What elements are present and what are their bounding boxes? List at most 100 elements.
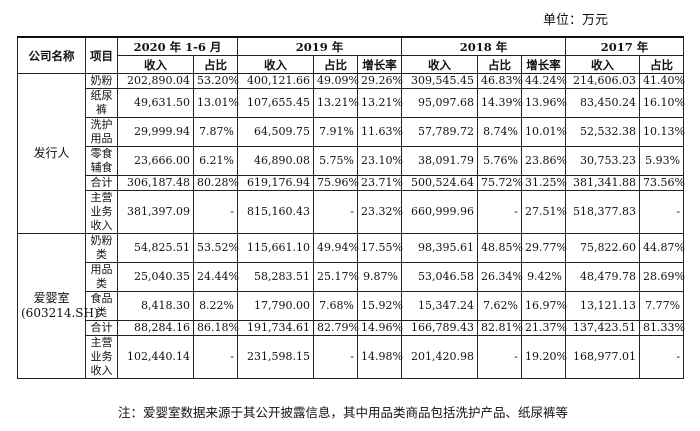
value-cell: 191,734.61 <box>237 320 315 336</box>
value-cell: 9.87% <box>357 262 403 292</box>
table-row: 主营 业务 收入 102,440.14-231,598.15-14.98% 201,42… <box>18 335 685 379</box>
value-cell: 24.44% <box>192 262 239 292</box>
value-cell: 231,598.15 <box>237 335 315 379</box>
income-header: 收入 <box>401 55 479 74</box>
table-row: 洗护 用品 29,999.94 7.87% 64,509.75 7.91% 11.63% 57… <box>18 117 685 147</box>
value-cell: 5.76% <box>477 146 523 176</box>
value-cell: 6.21% <box>192 146 239 176</box>
value-cell: 102,440.14 <box>117 335 194 379</box>
value-cell: 44.87% <box>639 233 685 263</box>
item-header: 项目 <box>85 36 118 74</box>
value-cell: 31.25% <box>521 175 567 191</box>
value-cell: - <box>639 335 685 379</box>
value-cell: 26.34% <box>477 262 523 292</box>
item-cell: 合计 <box>85 175 118 191</box>
value-cell: 168,977.01 <box>565 335 641 379</box>
table-row: 食品类 8,418.30 8.22% 17,790.00 7.68% 15.92% 15,3… <box>18 291 685 321</box>
value-cell: 80.28% <box>192 175 239 191</box>
value-cell: 23.32% <box>357 190 403 234</box>
share-header: 占比 <box>477 55 523 74</box>
value-cell: 53,046.58 <box>401 262 479 292</box>
item-cell: 主营 业务 收入 <box>85 335 118 379</box>
value-cell: 41.40% <box>639 73 685 89</box>
company-name: 爱婴室 <box>33 291 70 305</box>
value-cell: 115,661.10 <box>237 233 315 263</box>
company-name: 发行人 <box>33 146 70 160</box>
item-cell: 奶粉 <box>85 73 118 89</box>
item-cell: 用品类 <box>85 262 118 292</box>
value-cell: 58,283.51 <box>237 262 315 292</box>
item-cell: 奶粉类 <box>85 233 118 263</box>
value-cell: 23.71% <box>357 175 403 191</box>
value-cell: 23,666.00 <box>117 146 194 176</box>
value-cell: 13,121.13 <box>565 291 641 321</box>
value-cell: 7.87% <box>192 117 239 147</box>
value-cell: 53.20% <box>192 73 239 89</box>
value-cell: 29.26% <box>357 73 403 89</box>
value-cell: 30,753.23 <box>565 146 641 176</box>
value-cell: 381,341.88 <box>565 175 641 191</box>
value-cell: 49.94% <box>313 233 359 263</box>
value-cell: 13.96% <box>521 88 567 118</box>
growth-header: 增长率 <box>521 55 567 74</box>
period-header: 2019 年 <box>237 36 403 56</box>
value-cell: 95,097.68 <box>401 88 479 118</box>
value-cell: - <box>192 335 239 379</box>
value-cell: 8.22% <box>192 291 239 321</box>
value-cell: - <box>639 190 685 234</box>
period-header: 2020 年 1-6 月 <box>116 36 239 56</box>
value-cell: 38,091.79 <box>401 146 479 176</box>
value-cell: 53.52% <box>192 233 239 263</box>
value-cell: 25,040.35 <box>117 262 194 292</box>
value-cell: 7.62% <box>477 291 523 321</box>
share-header: 占比 <box>639 55 685 74</box>
value-cell: 11.63% <box>357 117 403 147</box>
value-cell: 518,377.83 <box>565 190 641 234</box>
value-cell: 400,121.66 <box>237 73 315 89</box>
value-cell: 17,790.00 <box>237 291 315 321</box>
table-row: 爱婴室 (603214.SH) 奶粉类 54,825.51 53.52% 115,661.… <box>17 233 685 379</box>
income-header: 收入 <box>117 55 194 74</box>
value-cell: 46.83% <box>477 73 523 89</box>
value-cell: 10.13% <box>639 117 685 147</box>
value-cell: 309,545.45 <box>401 73 479 89</box>
footnote: 注：爱婴室数据来源于其公开披露信息，其中用品类商品包括洗护产品、纸尿裤等 <box>118 405 569 420</box>
value-cell: 75.72% <box>477 175 523 191</box>
value-cell: 73.56% <box>639 175 685 191</box>
unit-label: 单位：万元 <box>542 13 608 28</box>
value-cell: - <box>313 335 359 379</box>
value-cell: 14.98% <box>357 335 403 379</box>
item-cell: 纸尿裤 <box>85 88 118 118</box>
value-cell: 815,160.43 <box>237 190 315 234</box>
income-header: 收入 <box>237 55 315 74</box>
header-row-metrics: 收入 占比 收入 占比 增长率 收入 占比 增长率 收入 占比 <box>18 55 685 74</box>
item-cell: 洗护 用品 <box>85 117 118 147</box>
value-cell: 27.51% <box>521 190 567 234</box>
value-cell: - <box>477 190 523 234</box>
value-cell: 13.01% <box>192 88 239 118</box>
value-cell: - <box>313 190 359 234</box>
value-cell: 54,825.51 <box>117 233 194 263</box>
value-cell: - <box>477 335 523 379</box>
value-cell: 28.69% <box>639 262 685 292</box>
value-cell: 5.93% <box>639 146 685 176</box>
value-cell: 16.97% <box>521 291 567 321</box>
value-cell: 7.68% <box>313 291 359 321</box>
period-header: 2017 年 <box>565 36 685 56</box>
value-cell: 25.17% <box>313 262 359 292</box>
value-cell: 381,397.09 <box>117 190 194 234</box>
table-row: 发行人 奶粉 202,890.04 53.20% 400,121.66 49.09% 29.… <box>17 73 685 234</box>
value-cell: 15,347.24 <box>401 291 479 321</box>
value-cell: 75.96% <box>313 175 359 191</box>
value-cell: 23.86% <box>521 146 567 176</box>
value-cell: 29.77% <box>521 233 567 263</box>
item-cell: 主营 业务 收入 <box>85 190 118 234</box>
value-cell: 15.92% <box>357 291 403 321</box>
value-cell: 137,423.51 <box>565 320 641 336</box>
value-cell: 9.42% <box>521 262 567 292</box>
value-cell: 5.75% <box>313 146 359 176</box>
value-cell: 201,420.98 <box>401 335 479 379</box>
value-cell: 13.21% <box>313 88 359 118</box>
value-cell: 75,822.60 <box>565 233 641 263</box>
table-row: 主营 业务 收入 381,397.09-815,160.43-23.32% 660,99… <box>18 190 685 234</box>
